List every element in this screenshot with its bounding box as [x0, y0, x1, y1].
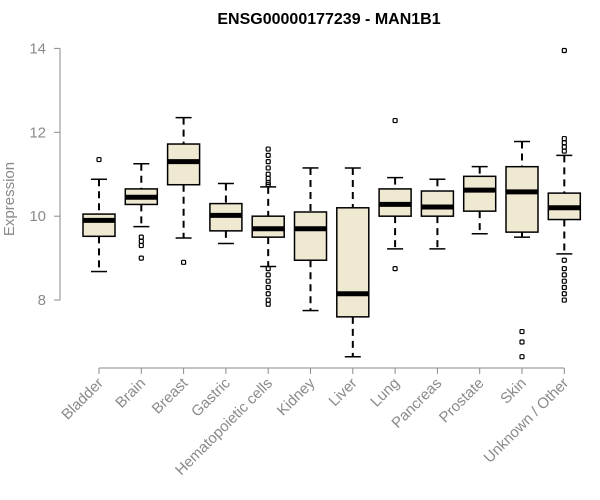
outlier-point [561, 272, 567, 278]
outlier-point [265, 291, 271, 297]
outlier-point [519, 339, 525, 345]
outlier-point [265, 182, 271, 188]
outlier-point [265, 272, 271, 278]
box-gastric [209, 182, 243, 245]
outlier-point [519, 328, 525, 335]
iqr-box [505, 165, 539, 233]
x-tick-label: Liver [326, 375, 361, 410]
y-tick-label: 10 [29, 208, 46, 225]
outlier-point [265, 171, 271, 177]
box-liver [336, 167, 370, 358]
box-lung [378, 117, 412, 272]
outlier-point [138, 255, 144, 261]
x-tick-label: Skin [497, 375, 530, 408]
x-tick-label: Lung [367, 375, 403, 411]
outlier-point [265, 175, 271, 182]
x-tick-label: Bladder [58, 375, 107, 424]
outlier-point [181, 259, 187, 265]
chart-title: ENSG00000177239 - MAN1B1 [217, 11, 440, 28]
box-breast [166, 116, 201, 265]
outlier-point [265, 301, 271, 307]
box-hematopoietic-cells [251, 146, 285, 307]
iqr-box [82, 213, 116, 238]
y-axis-label: Expression [1, 162, 18, 236]
outlier-point [265, 266, 271, 272]
box-series [82, 47, 582, 360]
y-tick-label: 12 [29, 124, 46, 141]
outlier-point [138, 238, 144, 244]
outlier-point [138, 242, 144, 249]
x-tick-label: Brain [112, 375, 149, 412]
outlier-point [561, 148, 567, 154]
outlier-point [96, 156, 102, 163]
outlier-point [265, 159, 271, 165]
outlier-point [561, 278, 567, 284]
outlier-point [561, 135, 567, 142]
outlier-point [265, 284, 271, 291]
iqr-box [336, 207, 370, 318]
iqr-box [166, 143, 201, 186]
outlier-point [265, 278, 271, 284]
outlier-point [561, 291, 567, 297]
outlier-point [561, 297, 567, 303]
outlier-point [138, 234, 144, 240]
iqr-box [293, 211, 328, 261]
box-skin [505, 140, 539, 360]
outlier-point [265, 297, 271, 303]
y-tick-label: 8 [38, 292, 46, 309]
iqr-box [420, 190, 455, 217]
y-tick-label: 14 [29, 40, 46, 57]
outlier-point [392, 117, 398, 124]
box-kidney [293, 167, 328, 312]
x-tick-label: Prostate [436, 375, 488, 427]
iqr-box [462, 175, 497, 212]
x-tick-label: Kidney [274, 374, 319, 419]
outlier-point [265, 152, 271, 158]
outlier-point [561, 257, 567, 263]
box-brain [124, 162, 159, 261]
outlier-point [561, 47, 567, 54]
outlier-point [561, 144, 567, 150]
outlier-point [561, 266, 567, 272]
box-pancreas [420, 178, 455, 250]
x-tick-label: Breast [149, 374, 192, 417]
outlier-point [265, 165, 271, 171]
outlier-point [392, 266, 398, 272]
y-axis: 8 10 12 14 [29, 40, 61, 309]
outlier-point [519, 354, 525, 360]
outlier-point [265, 146, 271, 152]
box-prostate [462, 165, 497, 235]
outlier-point [561, 284, 567, 291]
box-unknown-other [547, 47, 582, 303]
outlier-point [561, 140, 567, 146]
box-bladder [82, 156, 116, 273]
